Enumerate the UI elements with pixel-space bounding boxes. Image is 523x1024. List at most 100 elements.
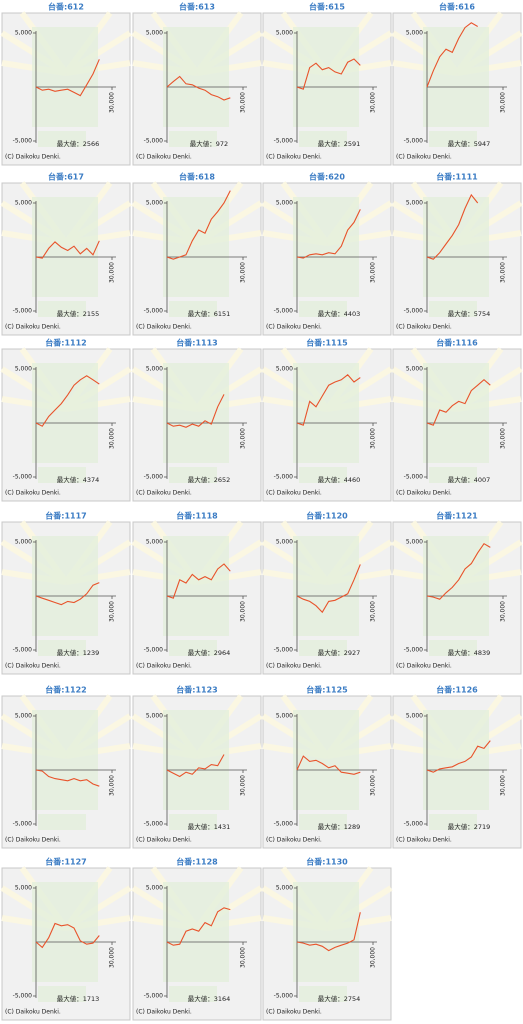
copyright: (C) Daikoku Denki. — [5, 663, 61, 670]
chart-panel: 台番:1117 5,000 -5,000 30,000 最大値：1239 (C) Daik… — [0, 511, 132, 675]
data-line — [35, 922, 100, 949]
y-tick-label: 5,000 — [15, 366, 32, 373]
plot-panel: 5,000 -5,000 30,000 最大値：2719 (C) Daikoku Den… — [391, 694, 523, 849]
chart-title: 台番:616 — [439, 2, 475, 12]
y-tick-label: -5,000 — [144, 993, 164, 1000]
y-tick-label: 5,000 — [276, 366, 293, 373]
max-label: 最大値：3164 — [188, 994, 231, 1003]
plot-panel: 5,000 -5,000 30,000 最大値：2964 (C) Daikoku Den… — [131, 520, 263, 675]
x-tick-label: 30,000 — [500, 262, 507, 283]
data-line — [35, 582, 100, 606]
chart-panel: 台番:1127 5,000 -5,000 30,000 最大値：1713 (C) Daik… — [0, 857, 132, 1021]
data-line — [166, 394, 225, 428]
max-label: 最大値：4374 — [57, 475, 100, 484]
y-tick-label: -5,000 — [274, 993, 294, 1000]
bg-decoration — [293, 536, 359, 636]
data-line — [426, 740, 491, 773]
max-label: 最大値：6151 — [188, 309, 231, 318]
chart-title: 台番:615 — [309, 2, 345, 12]
copyright: (C) Daikoku Denki. — [266, 154, 322, 161]
bg-decoration — [293, 363, 359, 463]
plot-panel: 5,000 -5,000 30,000 最大値：972 (C) Daikoku Denk… — [131, 11, 263, 166]
y-tick-label: -5,000 — [404, 647, 424, 654]
bg-decoration — [169, 640, 217, 656]
chart-panel: 台番:1126 5,000 -5,000 30,000 最大値：2719 (C) Daik… — [391, 685, 523, 849]
max-label: 最大値：2964 — [188, 648, 231, 657]
data-line — [296, 912, 361, 952]
bg-decoration — [293, 710, 359, 810]
x-tick-label: 30,000 — [500, 601, 507, 622]
max-label: 最大値：1431 — [188, 822, 231, 831]
plot-panel: 5,000 -5,000 30,000 最大値：1713 (C) Daikoku Den… — [0, 866, 132, 1021]
chart-panel: 台番:620 5,000 -5,000 30,000 最大値：4403 (C) Daiko… — [261, 172, 393, 336]
max-label: 最大値：2754 — [318, 994, 361, 1003]
plot-panel: 5,000 -5,000 30,000 最大値：2754 (C) Daikoku Den… — [261, 866, 393, 1021]
chart-title: 台番:1123 — [176, 685, 217, 695]
bg-decoration — [169, 814, 217, 830]
bg-decoration — [169, 467, 217, 483]
x-tick-label: 30,000 — [240, 601, 247, 622]
chart-panel: 台番:618 5,000 -5,000 30,000 最大値：6151 (C) Daiko… — [131, 172, 263, 336]
copyright: (C) Daikoku Denki. — [136, 324, 192, 331]
y-tick-label: 5,000 — [406, 713, 423, 720]
bg-decoration — [423, 27, 489, 127]
chart-panel: 台番:1125 5,000 -5,000 30,000 最大値：1289 (C) Daik… — [261, 685, 393, 849]
max-label: 最大値：1289 — [318, 822, 361, 831]
copyright: (C) Daikoku Denki. — [396, 490, 452, 497]
chart-title: 台番:1116 — [436, 338, 478, 348]
x-tick-label: 30,000 — [500, 92, 507, 113]
plot-panel: 5,000 -5,000 30,000 最大値：2566 (C) Daikoku Den… — [0, 11, 132, 166]
x-tick-label: 30,000 — [109, 947, 116, 968]
y-tick-label: -5,000 — [13, 821, 33, 828]
bg-decoration — [32, 710, 98, 810]
plot-panel: 5,000 -5,000 30,000 最大値：4403 (C) Daikoku Den… — [261, 181, 393, 336]
y-tick-label: 5,000 — [406, 30, 423, 37]
bg-decoration — [293, 882, 359, 982]
x-tick-label: 30,000 — [109, 601, 116, 622]
plot-panel: 5,000 -5,000 30,000 最大値：4007 (C) Daikoku Den… — [391, 347, 523, 502]
bg-decoration — [169, 131, 217, 147]
chart-title: 台番:1127 — [45, 857, 86, 867]
chart-panel: 台番:615 5,000 -5,000 30,000 最大値：2591 (C) Daiko… — [261, 2, 393, 166]
y-tick-label: 5,000 — [15, 539, 32, 546]
y-tick-label: 5,000 — [406, 200, 423, 207]
data-line — [166, 563, 231, 599]
max-label: 最大値：5754 — [448, 309, 491, 318]
chart-title: 台番:612 — [48, 2, 84, 12]
plot-panel: 5,000 -5,000 30,000 最大値：4374 (C) Daikoku Den… — [0, 347, 132, 502]
x-tick-label: 30,000 — [109, 262, 116, 283]
plot-panel: 5,000 -5,000 30,000 最大値：5947 (C) Daikoku Den… — [391, 11, 523, 166]
bg-decoration — [38, 640, 86, 656]
y-tick-label: -5,000 — [404, 474, 424, 481]
data-line — [35, 240, 100, 259]
y-tick-label: -5,000 — [13, 474, 33, 481]
chart-panel: 台番:1118 5,000 -5,000 30,000 最大値：2964 (C) Daik… — [131, 511, 263, 675]
copyright: (C) Daikoku Denki. — [5, 837, 61, 844]
bg-decoration — [423, 710, 489, 810]
plot-panel: 5,000 -5,000 30,000 最大値：5754 (C) Daikoku Den… — [391, 181, 523, 336]
chart-title: 台番:617 — [48, 172, 84, 182]
chart-title: 台番:1125 — [306, 685, 348, 695]
bg-decoration — [423, 363, 489, 463]
plot-panel: 5,000 -5,000 30,000 最大値：2591 (C) Daikoku Den… — [261, 11, 393, 166]
data-line — [35, 769, 100, 787]
data-line — [426, 542, 491, 600]
copyright: (C) Daikoku Denki. — [266, 324, 322, 331]
x-tick-label: 30,000 — [109, 428, 116, 449]
chart-title: 台番:618 — [179, 172, 215, 182]
y-tick-label: -5,000 — [144, 647, 164, 654]
max-label: 最大値：4007 — [448, 475, 491, 484]
y-tick-label: -5,000 — [144, 308, 164, 315]
x-tick-label: 30,000 — [500, 775, 507, 796]
bg-decoration — [38, 814, 86, 830]
max-label: 最大値：972 — [190, 139, 228, 148]
bg-decoration — [38, 986, 86, 1002]
copyright: (C) Daikoku Denki. — [396, 663, 452, 670]
y-tick-label: 5,000 — [146, 539, 163, 546]
copyright: (C) Daikoku Denki. — [5, 1009, 61, 1016]
plot-panel: 5,000 -5,000 30,000 最大値：1289 (C) Daikoku Den… — [261, 694, 393, 849]
bg-decoration — [32, 536, 98, 636]
plot-panel: 5,000 -5,000 30,000 最大値：2652 (C) Daikoku Den… — [131, 347, 263, 502]
data-line — [35, 375, 100, 427]
chart-title: 台番:620 — [309, 172, 345, 182]
